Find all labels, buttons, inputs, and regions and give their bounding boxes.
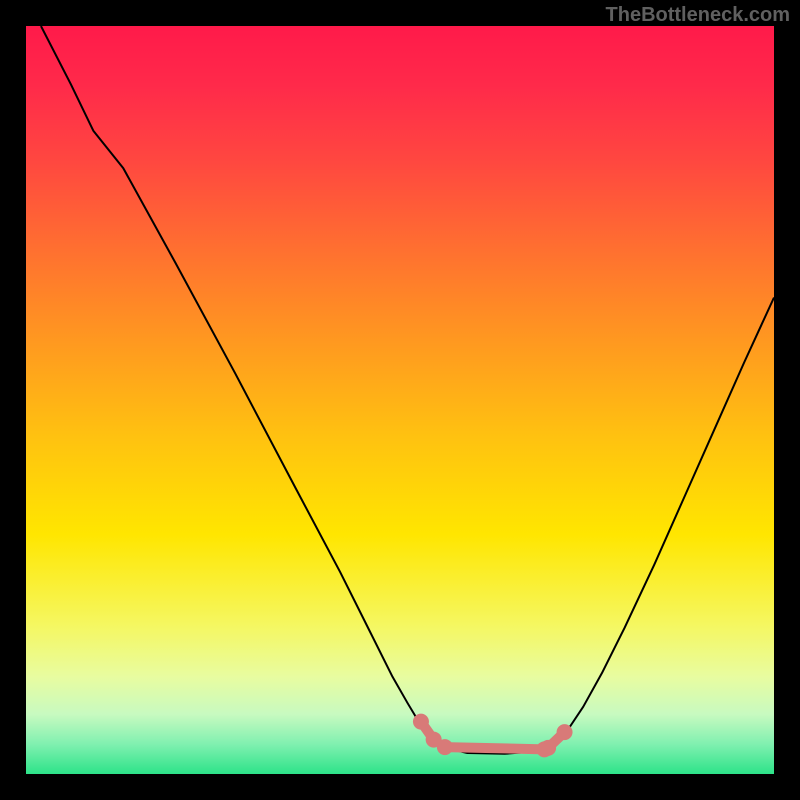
chart-plot-area xyxy=(26,26,774,774)
highlight-markers xyxy=(26,26,774,774)
watermark: TheBottleneck.com xyxy=(606,4,790,27)
